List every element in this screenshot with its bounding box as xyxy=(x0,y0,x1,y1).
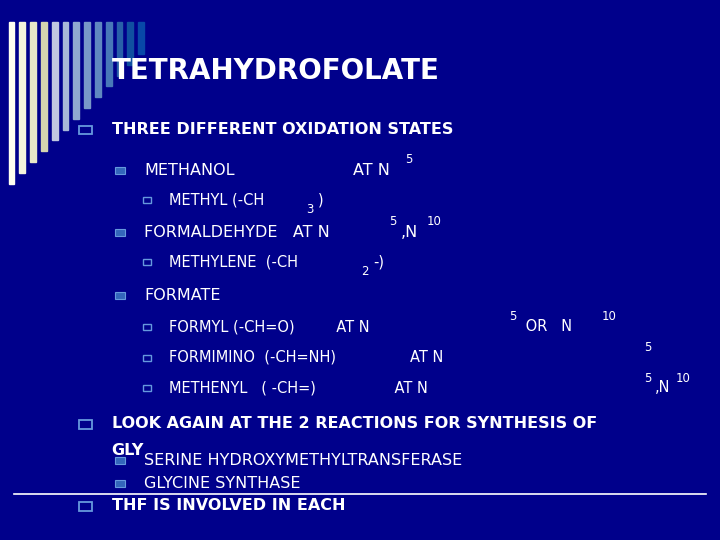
Text: THF IS INVOLVED IN EACH: THF IS INVOLVED IN EACH xyxy=(112,498,345,514)
Bar xyxy=(143,355,151,361)
Bar xyxy=(138,22,144,54)
Text: 5: 5 xyxy=(644,372,652,384)
Text: -): -) xyxy=(374,254,384,269)
Bar xyxy=(9,22,14,184)
Bar xyxy=(143,385,151,391)
Bar xyxy=(63,22,68,130)
Bar xyxy=(30,22,36,162)
Text: THREE DIFFERENT OXIDATION STATES: THREE DIFFERENT OXIDATION STATES xyxy=(112,122,453,137)
Text: 10: 10 xyxy=(426,215,441,228)
Text: ,N: ,N xyxy=(400,225,418,240)
Text: 10: 10 xyxy=(676,372,691,384)
Text: LOOK AGAIN AT THE 2 REACTIONS FOR SYNTHESIS OF: LOOK AGAIN AT THE 2 REACTIONS FOR SYNTHE… xyxy=(112,416,597,431)
Text: 5: 5 xyxy=(644,341,652,354)
Text: FORMATE: FORMATE xyxy=(144,288,220,303)
Text: METHYLENE  (-CH: METHYLENE (-CH xyxy=(169,254,298,269)
Text: 2: 2 xyxy=(361,265,369,278)
Bar xyxy=(106,22,112,86)
Text: SERINE HYDROXYMETHYLTRANSFERASE: SERINE HYDROXYMETHYLTRANSFERASE xyxy=(144,453,462,468)
Bar xyxy=(84,22,90,108)
Bar xyxy=(41,22,47,151)
Text: OR   N: OR N xyxy=(521,319,572,334)
Text: ): ) xyxy=(318,192,324,207)
Text: GLYCINE SYNTHASE: GLYCINE SYNTHASE xyxy=(144,476,300,491)
Bar xyxy=(19,22,25,173)
Text: 3: 3 xyxy=(306,203,313,216)
Bar xyxy=(115,292,125,299)
Bar xyxy=(143,324,151,330)
Bar xyxy=(115,480,125,487)
Bar xyxy=(127,22,133,65)
Bar xyxy=(143,259,151,265)
Bar xyxy=(52,22,58,140)
Text: METHANOL: METHANOL xyxy=(144,163,235,178)
Text: TETRAHYDROFOLATE: TETRAHYDROFOLATE xyxy=(112,57,439,85)
Text: 10: 10 xyxy=(601,310,616,323)
Text: GLY: GLY xyxy=(112,443,144,458)
Text: FORMALDEHYDE   AT N: FORMALDEHYDE AT N xyxy=(144,225,330,240)
Text: 5: 5 xyxy=(509,310,516,323)
Text: 5: 5 xyxy=(405,153,412,166)
Text: AT N: AT N xyxy=(353,163,390,178)
Text: 5: 5 xyxy=(389,215,396,228)
Bar xyxy=(115,457,125,464)
Bar xyxy=(115,229,125,236)
Text: FORMIMINO  (-CH=NH)                AT N: FORMIMINO (-CH=NH) AT N xyxy=(169,350,444,365)
Bar xyxy=(143,197,151,203)
Text: ,N: ,N xyxy=(654,380,670,395)
Text: METHYL (-CH: METHYL (-CH xyxy=(169,192,264,207)
Bar xyxy=(115,167,125,174)
Bar xyxy=(117,22,122,76)
Bar xyxy=(73,22,79,119)
Bar xyxy=(95,22,101,97)
Text: METHENYL   ( -CH=)                 AT N: METHENYL ( -CH=) AT N xyxy=(169,380,428,395)
Text: FORMYL (-CH=O)         AT N: FORMYL (-CH=O) AT N xyxy=(169,319,370,334)
